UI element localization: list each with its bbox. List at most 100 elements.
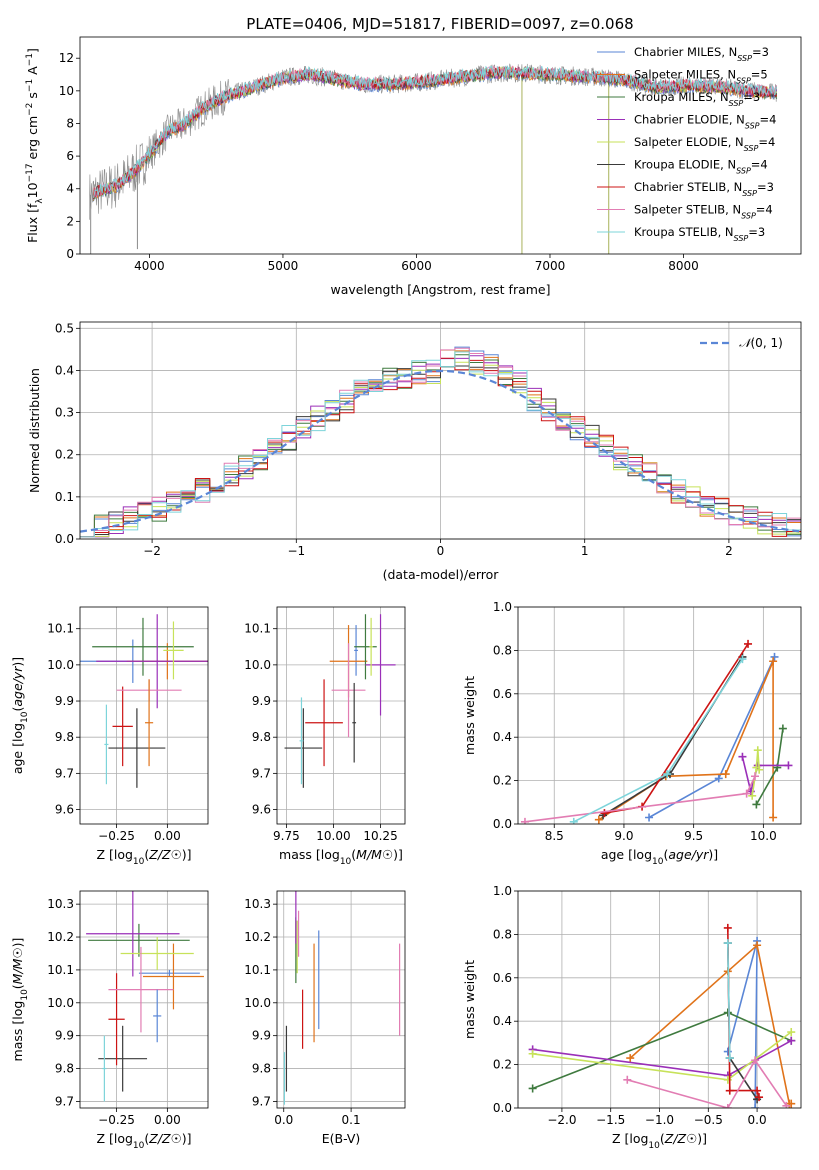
y-axis-label: mass weight [462, 676, 477, 755]
age-weight-ytick-label: 0.4 [493, 730, 512, 744]
legend-entry-label: Kroupa MILES, NSSP=3 [634, 90, 760, 108]
z-weight-ytick-label: 0.0 [493, 1101, 512, 1115]
weight-marker [626, 1054, 635, 1063]
weight-marker [742, 789, 751, 798]
normal-reference-curve [80, 369, 801, 533]
residuals-ytick-label: 0.4 [55, 363, 74, 377]
z-mass-ytick-label: 10.2 [47, 930, 74, 944]
x-axis-label: Z [log10(Z/Z☉)] [612, 1131, 707, 1151]
weight-marker [623, 1075, 632, 1084]
residuals-panel: −2 −1 0 1 2 0.0 0.1 0.2 0.3 0.4 0.5 (data-model)/er… [27, 321, 802, 582]
errorbar-point [96, 614, 208, 709]
weight-marker [778, 724, 787, 733]
spectrum-xtick-label: 5000 [268, 259, 299, 273]
age-weight-xtick-label: 8.5 [545, 829, 564, 843]
age-weight-ytick-label: 0.2 [493, 774, 512, 788]
z-age-xtick-label: 0.00 [154, 829, 181, 843]
weight-marker [528, 1084, 537, 1093]
weight-marker [723, 1075, 732, 1084]
weight-marker [769, 657, 778, 666]
spectrum-xtick-label: 4000 [134, 259, 165, 273]
errorbar-point [369, 617, 373, 676]
residuals-ytick-label: 0.2 [55, 448, 74, 462]
z-mass-grid [80, 891, 208, 1108]
y-axis-label: Flux [fλ10−17 erg cm−2 s−1 A−1] [25, 48, 45, 243]
x-axis-label: E(B-V) [322, 1131, 361, 1146]
residuals-frame [79, 321, 802, 540]
spectrum-ytick-label: 2 [66, 214, 74, 228]
z-weight-ytick-label: 0.6 [493, 971, 512, 985]
errorbar-point [352, 682, 357, 763]
ebv-mass-xtick-label: 0.1 [342, 1113, 361, 1127]
residuals-xtick-label: 0 [437, 544, 445, 558]
errorbar-point [108, 946, 174, 1033]
x-axis-label: (data-model)/error [383, 567, 500, 582]
z-weight-xtick-label: −1.0 [645, 1113, 674, 1127]
z-age-plot-area [80, 614, 208, 788]
errorbar-point [92, 617, 194, 676]
x-axis-label: Z [log10(Z/Z☉)] [96, 847, 191, 867]
ebv-mass-plot-area [283, 891, 401, 1105]
errorbar-point [108, 973, 125, 1066]
residuals-axes: −2 −1 0 1 2 0.0 0.1 0.2 0.3 0.4 0.5 (data-model)/er… [27, 321, 802, 582]
ebv-mass-ytick-label: 10.3 [244, 897, 271, 911]
spectrum-xtick-label: 6000 [401, 259, 432, 273]
weight-marker [782, 1101, 791, 1108]
z-weight-ytick-label: 0.2 [493, 1058, 512, 1072]
residuals-ytick-label: 0.1 [55, 490, 74, 504]
mass-age-ytick-label: 10.1 [244, 622, 271, 636]
age-weight-xtick-label: 9.5 [684, 829, 703, 843]
age-weight-plot-area [520, 639, 793, 824]
age-weight-ytick-label: 0.0 [493, 817, 512, 831]
legend-entry-label: Chabrier ELODIE, NSSP=4 [634, 113, 776, 131]
z-mass-xtick-label: 0.00 [154, 1113, 181, 1127]
mass-age-ytick-label: 9.8 [252, 730, 271, 744]
spectrum-ytick-label: 6 [66, 149, 74, 163]
weight-marker [663, 770, 672, 779]
residuals-ytick-label: 0.3 [55, 406, 74, 420]
y-axis-label: age [log10(age/yr)] [10, 657, 30, 774]
residuals-ytick-label: 0.5 [55, 321, 74, 335]
weight-marker [748, 791, 757, 800]
ebv-mass-ytick-label: 9.9 [252, 1029, 271, 1043]
mass-age-ytick-label: 9.7 [252, 766, 271, 780]
errorbar-point [120, 937, 194, 970]
age-weight-ytick-label: 0.6 [493, 687, 512, 701]
errorbar-point [86, 891, 180, 977]
z-mass-axes: −0.25 0.00 9.7 9.8 9.9 10.0 10.1 10.2 10.3 Z [log… [10, 890, 209, 1151]
z-mass-plot-area [86, 891, 204, 1102]
z-weight-axes: −2.0 −1.5 −1.0 −0.5 0.0 0.0 0.2 0.4 0.6 0.8 1.0 Z [… [462, 884, 802, 1151]
ebv-mass-ytick-label: 10.2 [244, 930, 271, 944]
z-mass-ytick-label: 10.1 [47, 963, 74, 977]
z-mass-ytick-label: 9.8 [55, 1062, 74, 1076]
residuals-xtick-label: 1 [581, 544, 589, 558]
spectrum-axes: 4000 5000 6000 7000 8000 0 2 4 6 8 10 12 wavelength … [25, 36, 802, 297]
mass-age-ytick-label: 9.6 [252, 803, 271, 817]
weight-marker [752, 800, 761, 809]
weight-marker [753, 941, 762, 950]
errorbar-point [98, 1025, 148, 1092]
legend-entry-label: Salpeter STELIB, NSSP=4 [634, 203, 773, 221]
ebv-mass-ytick-label: 9.8 [252, 1062, 271, 1076]
weight-marker [744, 639, 753, 648]
weight-marker [751, 1056, 760, 1065]
age-weight-xtick-label: 9.0 [614, 829, 633, 843]
errorbar-point [284, 708, 323, 788]
z-age-ytick-label: 9.8 [55, 730, 74, 744]
errorbar-point [145, 679, 154, 767]
mass-age-plot-area [284, 614, 396, 788]
y-axis-label: mass [log10(M/M☉)] [10, 938, 30, 1062]
figure-title: PLATE=0406, MJD=51817, FIBERID=0097, z=0… [246, 15, 633, 33]
x-axis-label: Z [log10(Z/Z☉)] [96, 1131, 191, 1151]
spectrum-ytick-label: 0 [66, 247, 74, 261]
z-age-ytick-label: 10.0 [47, 658, 74, 672]
spectrum-frame [79, 36, 802, 255]
z-age-panel: −0.25 0.00 9.6 9.7 9.8 9.9 10.0 10.1 Z [log10(Z/… [10, 606, 209, 867]
spectrum-panel: 4000 5000 6000 7000 8000 0 2 4 6 8 10 12 wavelength … [25, 36, 802, 297]
errorbar-point [305, 679, 343, 767]
z-weight-xtick-label: −2.0 [547, 1113, 576, 1127]
spectrum-model-line [93, 65, 777, 198]
weight-marker [738, 752, 747, 761]
weight-marker [753, 746, 762, 755]
spectrum-ytick-label: 10 [59, 84, 74, 98]
